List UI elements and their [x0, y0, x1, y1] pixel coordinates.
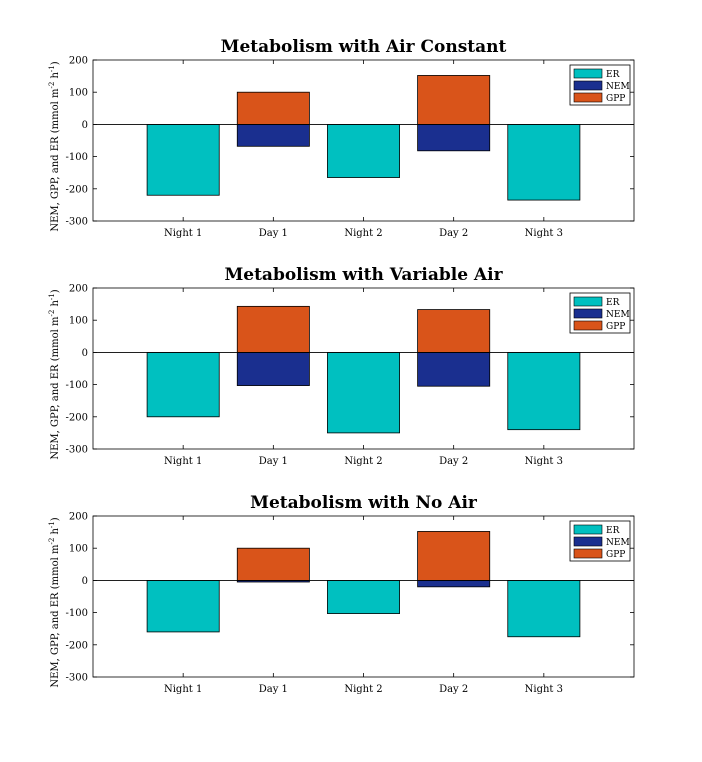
y-tick-label: 0	[82, 348, 88, 359]
y-tick-label: 200	[69, 56, 88, 67]
y-tick-label: 100	[69, 544, 88, 555]
y-tick-label: 200	[69, 512, 88, 523]
bar-er-night-3	[507, 124, 581, 201]
bar-nem-day-1	[236, 351, 310, 386]
legend-label-nem: NEM	[606, 538, 630, 548]
x-tick-label: Day 1	[259, 456, 288, 467]
chart-title: Metabolism with No Air	[250, 493, 478, 513]
legend-swatch-nem	[573, 80, 603, 91]
legend-label-gpp: GPP	[606, 94, 625, 104]
legend: ER NEM GPP	[569, 64, 631, 106]
y-tick-label: -100	[66, 608, 88, 619]
legend: ER NEM GPP	[569, 520, 631, 562]
y-axis-label-superscript: -2	[48, 538, 56, 545]
x-tick-label: Day 1	[259, 684, 288, 695]
bar-gpp-day-1	[236, 305, 310, 353]
y-axis-label-superscript: -1	[48, 293, 56, 300]
legend-swatch-nem	[573, 308, 603, 319]
legend-swatch-gpp	[573, 548, 603, 559]
bar-nem-day-1	[236, 124, 310, 147]
y-axis-label-part: h	[50, 528, 61, 538]
y-tick-label: -300	[66, 217, 88, 228]
legend-swatch-gpp	[573, 320, 603, 331]
y-axis-label-part: )	[50, 517, 61, 521]
y-tick-label: -200	[66, 184, 88, 195]
x-tick-label: Night 3	[525, 228, 563, 239]
x-tick-label: Day 1	[259, 228, 288, 239]
bar-er-night-2	[327, 124, 400, 178]
y-axis-label-superscript: -2	[48, 82, 56, 89]
y-axis-label-part: )	[50, 289, 61, 293]
bar-er-night-3	[507, 351, 581, 431]
y-axis-label-part: )	[50, 61, 61, 65]
legend-label-nem: NEM	[606, 82, 630, 92]
y-axis-label-part: h	[50, 72, 61, 82]
bar-gpp-day-1	[236, 547, 310, 581]
y-axis-label: NEM, GPP, and ER (mmol m-2 h-1)	[48, 289, 61, 459]
legend-label-gpp: GPP	[606, 322, 625, 332]
bar-er-night-2	[327, 580, 400, 614]
y-axis-label-part: h	[50, 300, 61, 310]
legend-swatch-er	[573, 68, 603, 79]
chart-title: Metabolism with Air Constant	[221, 37, 507, 57]
y-tick-label: 100	[69, 316, 88, 327]
legend-label-er: ER	[606, 70, 620, 80]
y-axis-label-part: NEM, GPP, and ER (mmol m	[50, 544, 61, 688]
y-tick-label: 100	[69, 88, 88, 99]
bar-er-night-2	[327, 351, 400, 434]
bar-er-night-1	[146, 124, 220, 196]
bar-gpp-day-1	[236, 91, 310, 125]
x-tick-label: Day 2	[439, 456, 468, 467]
chart-title: Metabolism with Variable Air	[224, 265, 503, 285]
bar-gpp-day-2	[417, 309, 491, 353]
x-tick-label: Night 1	[164, 228, 202, 239]
y-tick-label: -300	[66, 673, 88, 684]
legend-label-er: ER	[606, 298, 620, 308]
legend-label-er: ER	[606, 526, 620, 536]
chart-panel-2: Metabolism with Variable Air 200 100 0 -100 -…	[48, 265, 635, 467]
y-tick-label: 0	[82, 120, 88, 131]
chart-panel-3: Metabolism with No Air 200 100 0 -100 -200 -30…	[48, 493, 635, 695]
legend-swatch-gpp	[573, 92, 603, 103]
y-axis-label-part: NEM, GPP, and ER (mmol m	[50, 88, 61, 232]
bar-er-night-1	[146, 351, 220, 418]
y-tick-label: -100	[66, 152, 88, 163]
x-tick-label: Night 2	[344, 684, 382, 695]
bar-nem-day-2	[417, 124, 491, 152]
y-tick-label: -300	[66, 445, 88, 456]
x-tick-label: Night 2	[344, 228, 382, 239]
y-axis-label: NEM, GPP, and ER (mmol m-2 h-1)	[48, 517, 61, 687]
y-axis-label-superscript: -1	[48, 521, 56, 528]
y-axis-label-superscript: -1	[48, 65, 56, 72]
x-tick-label: Night 1	[164, 684, 202, 695]
bar-nem-day-2	[417, 580, 491, 588]
chart-panel-1: Metabolism with Air Constant 200 100 0 -100 -…	[48, 37, 635, 239]
y-axis-label: NEM, GPP, and ER (mmol m-2 h-1)	[48, 61, 61, 231]
y-tick-label: -200	[66, 412, 88, 423]
legend: ER NEM GPP	[569, 292, 631, 334]
bar-er-night-3	[507, 580, 581, 638]
bar-nem-day-2	[417, 351, 491, 387]
x-tick-label: Day 2	[439, 228, 468, 239]
y-tick-label: -100	[66, 380, 88, 391]
bar-gpp-day-2	[417, 75, 491, 125]
bar-gpp-day-2	[417, 531, 491, 581]
legend-swatch-er	[573, 296, 603, 307]
y-axis-label-part: NEM, GPP, and ER (mmol m	[50, 316, 61, 460]
legend-swatch-er	[573, 524, 603, 535]
bar-er-night-1	[146, 580, 220, 633]
y-tick-label: 0	[82, 576, 88, 587]
x-tick-label: Night 1	[164, 456, 202, 467]
y-tick-label: 200	[69, 284, 88, 295]
y-axis-label-superscript: -2	[48, 310, 56, 317]
x-tick-label: Day 2	[439, 684, 468, 695]
x-tick-label: Night 3	[525, 684, 563, 695]
y-tick-label: -200	[66, 640, 88, 651]
legend-label-nem: NEM	[606, 310, 630, 320]
legend-label-gpp: GPP	[606, 550, 625, 560]
x-tick-label: Night 3	[525, 456, 563, 467]
x-tick-label: Night 2	[344, 456, 382, 467]
legend-swatch-nem	[573, 536, 603, 547]
